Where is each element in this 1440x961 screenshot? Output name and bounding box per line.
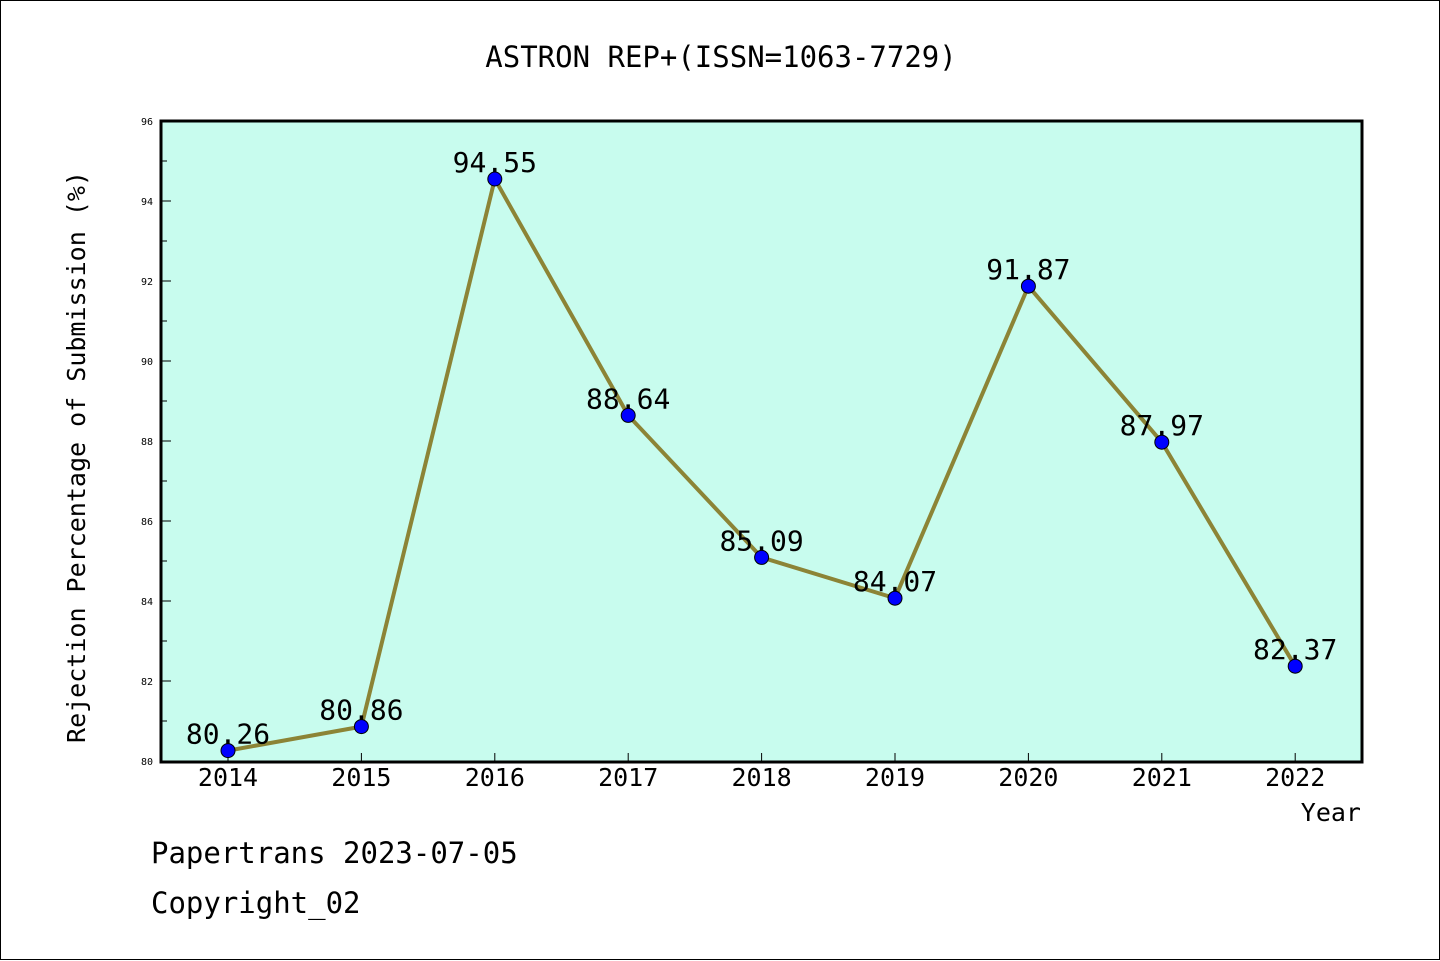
data-point — [220, 743, 236, 759]
footer-copyright-text: Copyright_02 — [151, 886, 361, 920]
data-label: 84.07 — [853, 565, 937, 598]
data-point — [754, 549, 770, 565]
y-tick-label: 92 — [141, 277, 153, 288]
y-tick-label: 86 — [141, 517, 153, 528]
data-labels: 80.26 80.86 94.55 88.64 85.09 84.07 91.87 87.97… — [186, 146, 1337, 751]
y-axis-label: Rejection Percentage of Submission (%) — [62, 171, 91, 743]
data-point — [353, 719, 369, 735]
x-axis-tick-labels: 2014 2015 2016 2017 2018 2019 2020 2021 2022 — [198, 763, 1325, 792]
data-label: 94.55 — [453, 146, 537, 179]
x-tick-label: 2017 — [598, 763, 658, 792]
y-axis-ticks — [161, 120, 1296, 762]
x-axis-label: Year — [1301, 798, 1361, 827]
data-point — [1154, 434, 1170, 450]
x-tick-label: 2018 — [731, 763, 791, 792]
footer-date-text: Papertrans 2023-07-05 — [151, 836, 518, 870]
data-label: 80.26 — [186, 718, 270, 751]
x-tick-label: 2019 — [865, 763, 925, 792]
data-label: 87.97 — [1120, 409, 1204, 442]
x-tick-label: 2022 — [1265, 763, 1325, 792]
data-point — [620, 407, 636, 423]
chart-title: ASTRON REP+(ISSN=1063-7729) — [485, 40, 956, 74]
x-tick-label: 2015 — [331, 763, 391, 792]
x-tick-label: 2020 — [998, 763, 1058, 792]
data-label: 88.64 — [586, 382, 670, 415]
x-tick-label: 2016 — [465, 763, 525, 792]
data-label: 91.87 — [986, 253, 1070, 286]
y-tick-label: 96 — [141, 117, 153, 128]
x-tick-label: 2021 — [1132, 763, 1192, 792]
data-point — [487, 171, 503, 187]
y-tick-label: 80 — [141, 757, 153, 768]
y-tick-label: 82 — [141, 677, 153, 688]
y-tick-label: 88 — [141, 437, 153, 448]
data-label: 82.37 — [1253, 633, 1337, 666]
y-tick-label: 90 — [141, 357, 153, 368]
y-tick-label: 94 — [141, 197, 153, 208]
y-axis-tick-labels: 80 82 84 86 88 90 92 94 96 — [141, 117, 153, 768]
data-label: 85.09 — [719, 524, 803, 557]
data-point — [1287, 658, 1303, 674]
data-point — [1020, 278, 1036, 294]
x-tick-label: 2014 — [198, 763, 258, 792]
y-tick-label: 84 — [141, 597, 153, 608]
data-point — [887, 590, 903, 606]
data-markers — [220, 171, 1303, 759]
data-label: 80.86 — [319, 694, 403, 727]
